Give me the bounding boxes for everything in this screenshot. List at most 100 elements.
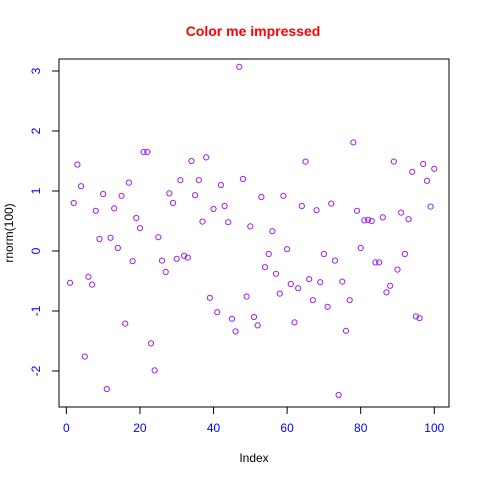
data-point	[151, 367, 158, 374]
data-point	[85, 273, 92, 280]
x-tick-label: 40	[207, 421, 221, 435]
data-point	[353, 207, 361, 214]
data-point	[295, 285, 302, 292]
data-point	[243, 293, 250, 300]
data-point	[89, 281, 96, 288]
data-point	[103, 385, 110, 393]
data-point	[320, 250, 328, 258]
data-point	[144, 148, 151, 156]
data-point	[398, 209, 405, 216]
data-point	[158, 257, 166, 264]
data-point	[420, 160, 427, 168]
data-point	[180, 252, 188, 259]
x-tick-label: 60	[280, 421, 294, 435]
data-point	[225, 219, 232, 226]
data-point	[361, 217, 368, 224]
data-point	[70, 199, 77, 207]
data-point	[342, 327, 350, 334]
data-point	[423, 177, 431, 184]
data-point	[346, 297, 353, 304]
x-tick-label: 80	[354, 421, 368, 435]
data-point	[203, 154, 210, 161]
data-point	[387, 282, 394, 289]
y-tick-label: -2	[29, 365, 43, 376]
data-point	[261, 264, 269, 271]
data-point	[210, 205, 217, 213]
data-point	[236, 63, 243, 70]
data-point	[409, 168, 416, 175]
data-point	[350, 139, 357, 146]
data-point	[298, 202, 305, 210]
data-point	[140, 148, 147, 156]
data-point	[118, 192, 125, 199]
data-point	[412, 313, 419, 320]
data-point	[383, 289, 390, 296]
data-point	[401, 250, 408, 258]
data-point	[133, 214, 140, 222]
data-point	[394, 266, 401, 273]
data-point	[173, 255, 180, 262]
data-point	[258, 193, 265, 201]
data-point	[114, 244, 121, 252]
data-point	[272, 270, 280, 277]
data-points	[66, 63, 438, 399]
data-point	[155, 234, 162, 241]
data-point	[375, 259, 383, 266]
data-point	[92, 207, 99, 214]
data-point	[239, 175, 247, 183]
data-point	[228, 315, 236, 322]
data-point	[313, 207, 320, 214]
y-tick-label: 2	[29, 127, 43, 134]
data-point	[390, 158, 397, 165]
data-point	[284, 246, 291, 253]
data-point	[405, 216, 412, 223]
data-point	[192, 192, 199, 199]
data-point	[276, 290, 283, 297]
data-point	[111, 205, 118, 212]
data-point	[357, 244, 364, 252]
data-point	[147, 340, 155, 347]
data-point	[77, 183, 85, 190]
data-point	[306, 276, 313, 283]
data-point	[287, 280, 294, 288]
data-point	[335, 391, 342, 399]
y-tick-label: 3	[29, 67, 43, 74]
data-point	[166, 190, 173, 197]
data-point	[74, 161, 81, 168]
data-point	[100, 190, 107, 198]
data-point	[214, 309, 221, 316]
data-point	[81, 353, 88, 360]
data-point	[125, 179, 133, 186]
x-tick-label: 0	[63, 421, 70, 435]
data-point	[247, 223, 254, 230]
data-point	[331, 257, 339, 264]
data-point	[339, 278, 346, 285]
data-point	[184, 254, 191, 261]
data-point	[199, 218, 206, 225]
y-axis: -2 -1 0 1 2 3	[29, 67, 60, 376]
data-point	[324, 303, 331, 310]
data-point	[66, 279, 74, 286]
data-point	[177, 177, 184, 184]
data-point	[250, 313, 258, 321]
data-point	[107, 234, 114, 241]
data-point	[221, 202, 228, 210]
data-point	[317, 279, 324, 286]
data-point	[162, 268, 169, 276]
data-point	[379, 214, 386, 221]
data-point	[269, 228, 276, 235]
data-point	[431, 165, 438, 172]
data-point	[368, 217, 375, 225]
data-point	[96, 235, 103, 243]
chart-title: Color me impressed	[186, 23, 321, 39]
data-point	[364, 216, 372, 223]
y-tick-label: 1	[29, 187, 43, 194]
x-axis: 0 20 40 60 80 100	[63, 406, 445, 435]
y-tick-label: -1	[29, 305, 43, 316]
data-point	[232, 328, 239, 335]
data-point	[206, 294, 213, 301]
data-point	[122, 320, 129, 327]
